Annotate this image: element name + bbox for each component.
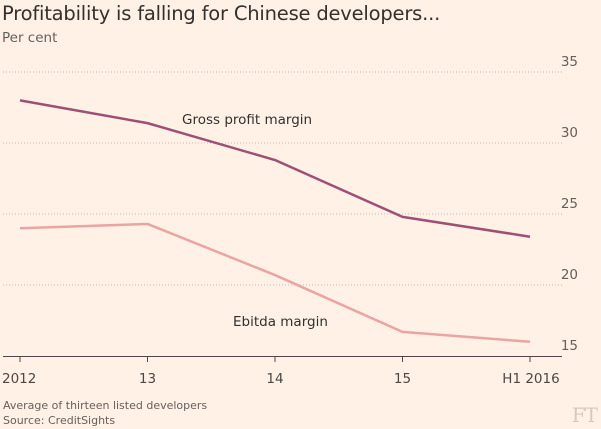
series-label-0: Gross profit margin [182, 112, 312, 128]
x-tick-label-4: H1 2016 [502, 371, 559, 387]
x-tick-label-1: 13 [139, 371, 156, 387]
x-tick-label-3: 15 [394, 371, 411, 387]
series-lines [19, 99, 531, 344]
series-label-1: Ebitda margin [233, 314, 328, 330]
series-line-0 [19, 99, 531, 238]
y-tick-label-20: 20 [561, 267, 578, 283]
x-tick-label-2: 14 [266, 371, 283, 387]
series-labels: Gross profit margin Ebitda margin [182, 112, 328, 330]
ft-logo: FT [571, 403, 598, 427]
gridlines [3, 71, 562, 286]
chart-subtitle: Per cent [2, 30, 58, 46]
y-tick-label-15: 15 [561, 338, 578, 354]
y-tick-label-35: 35 [561, 54, 578, 70]
footnote-source: Source: CreditSights [3, 414, 116, 427]
footnote-note: Average of thirteen listed developers [3, 399, 208, 412]
y-tick-label-30: 30 [561, 125, 578, 141]
y-axis-labels: 15 20 25 30 35 [561, 54, 578, 354]
chart-title: Profitability is falling for Chinese dev… [2, 2, 441, 25]
footnote: Average of thirteen listed developers So… [3, 398, 207, 428]
series-line-1 [19, 222, 531, 344]
y-tick-label-25: 25 [561, 196, 578, 212]
x-tick-label-0: 2012 [2, 371, 36, 387]
x-axis: 2012 13 14 15 H1 2016 [2, 356, 562, 387]
